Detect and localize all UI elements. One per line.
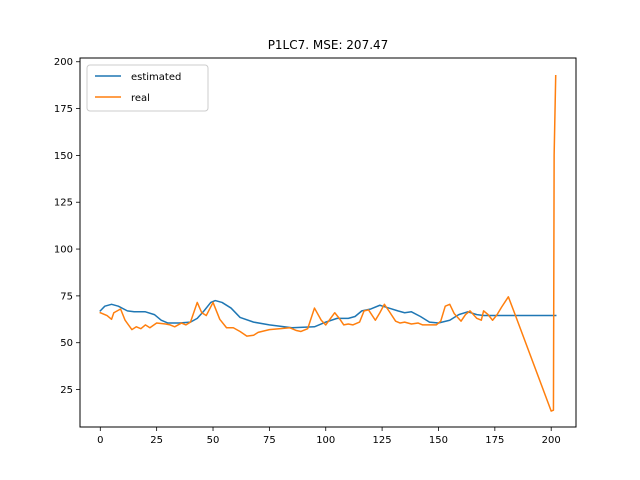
y-tick-label: 75 xyxy=(60,291,73,302)
x-tick-label: 125 xyxy=(373,435,392,446)
x-tick-label: 100 xyxy=(316,435,335,446)
x-tick-label: 25 xyxy=(150,435,163,446)
x-tick-label: 150 xyxy=(429,435,448,446)
y-tick-label: 50 xyxy=(60,338,73,349)
series-line-real xyxy=(99,75,557,412)
y-tick-label: 25 xyxy=(60,385,73,396)
y-tick-label: 175 xyxy=(54,104,73,115)
x-tick-label: 200 xyxy=(542,435,561,446)
legend: estimated real xyxy=(86,64,209,112)
y-tick-label: 150 xyxy=(54,151,73,162)
y-axis: 25 50 75 100 125 150 175 200 xyxy=(54,57,80,396)
plot-area xyxy=(99,75,557,412)
chart-title: P1LC7. MSE: 207.47 xyxy=(268,38,389,52)
plot-frame xyxy=(79,57,577,428)
x-axis: 0 25 50 75 100 125 150 175 200 xyxy=(97,427,561,446)
x-tick-label: 50 xyxy=(207,435,220,446)
series-line-estimated xyxy=(99,299,557,329)
legend-label-estimated: estimated xyxy=(131,72,181,83)
x-tick-label: 0 xyxy=(97,435,103,446)
x-tick-label: 75 xyxy=(263,435,276,446)
y-tick-label: 200 xyxy=(54,57,73,68)
y-tick-label: 100 xyxy=(54,245,73,256)
x-tick-label: 175 xyxy=(485,435,504,446)
y-tick-label: 125 xyxy=(54,198,73,209)
legend-label-real: real xyxy=(131,93,150,104)
